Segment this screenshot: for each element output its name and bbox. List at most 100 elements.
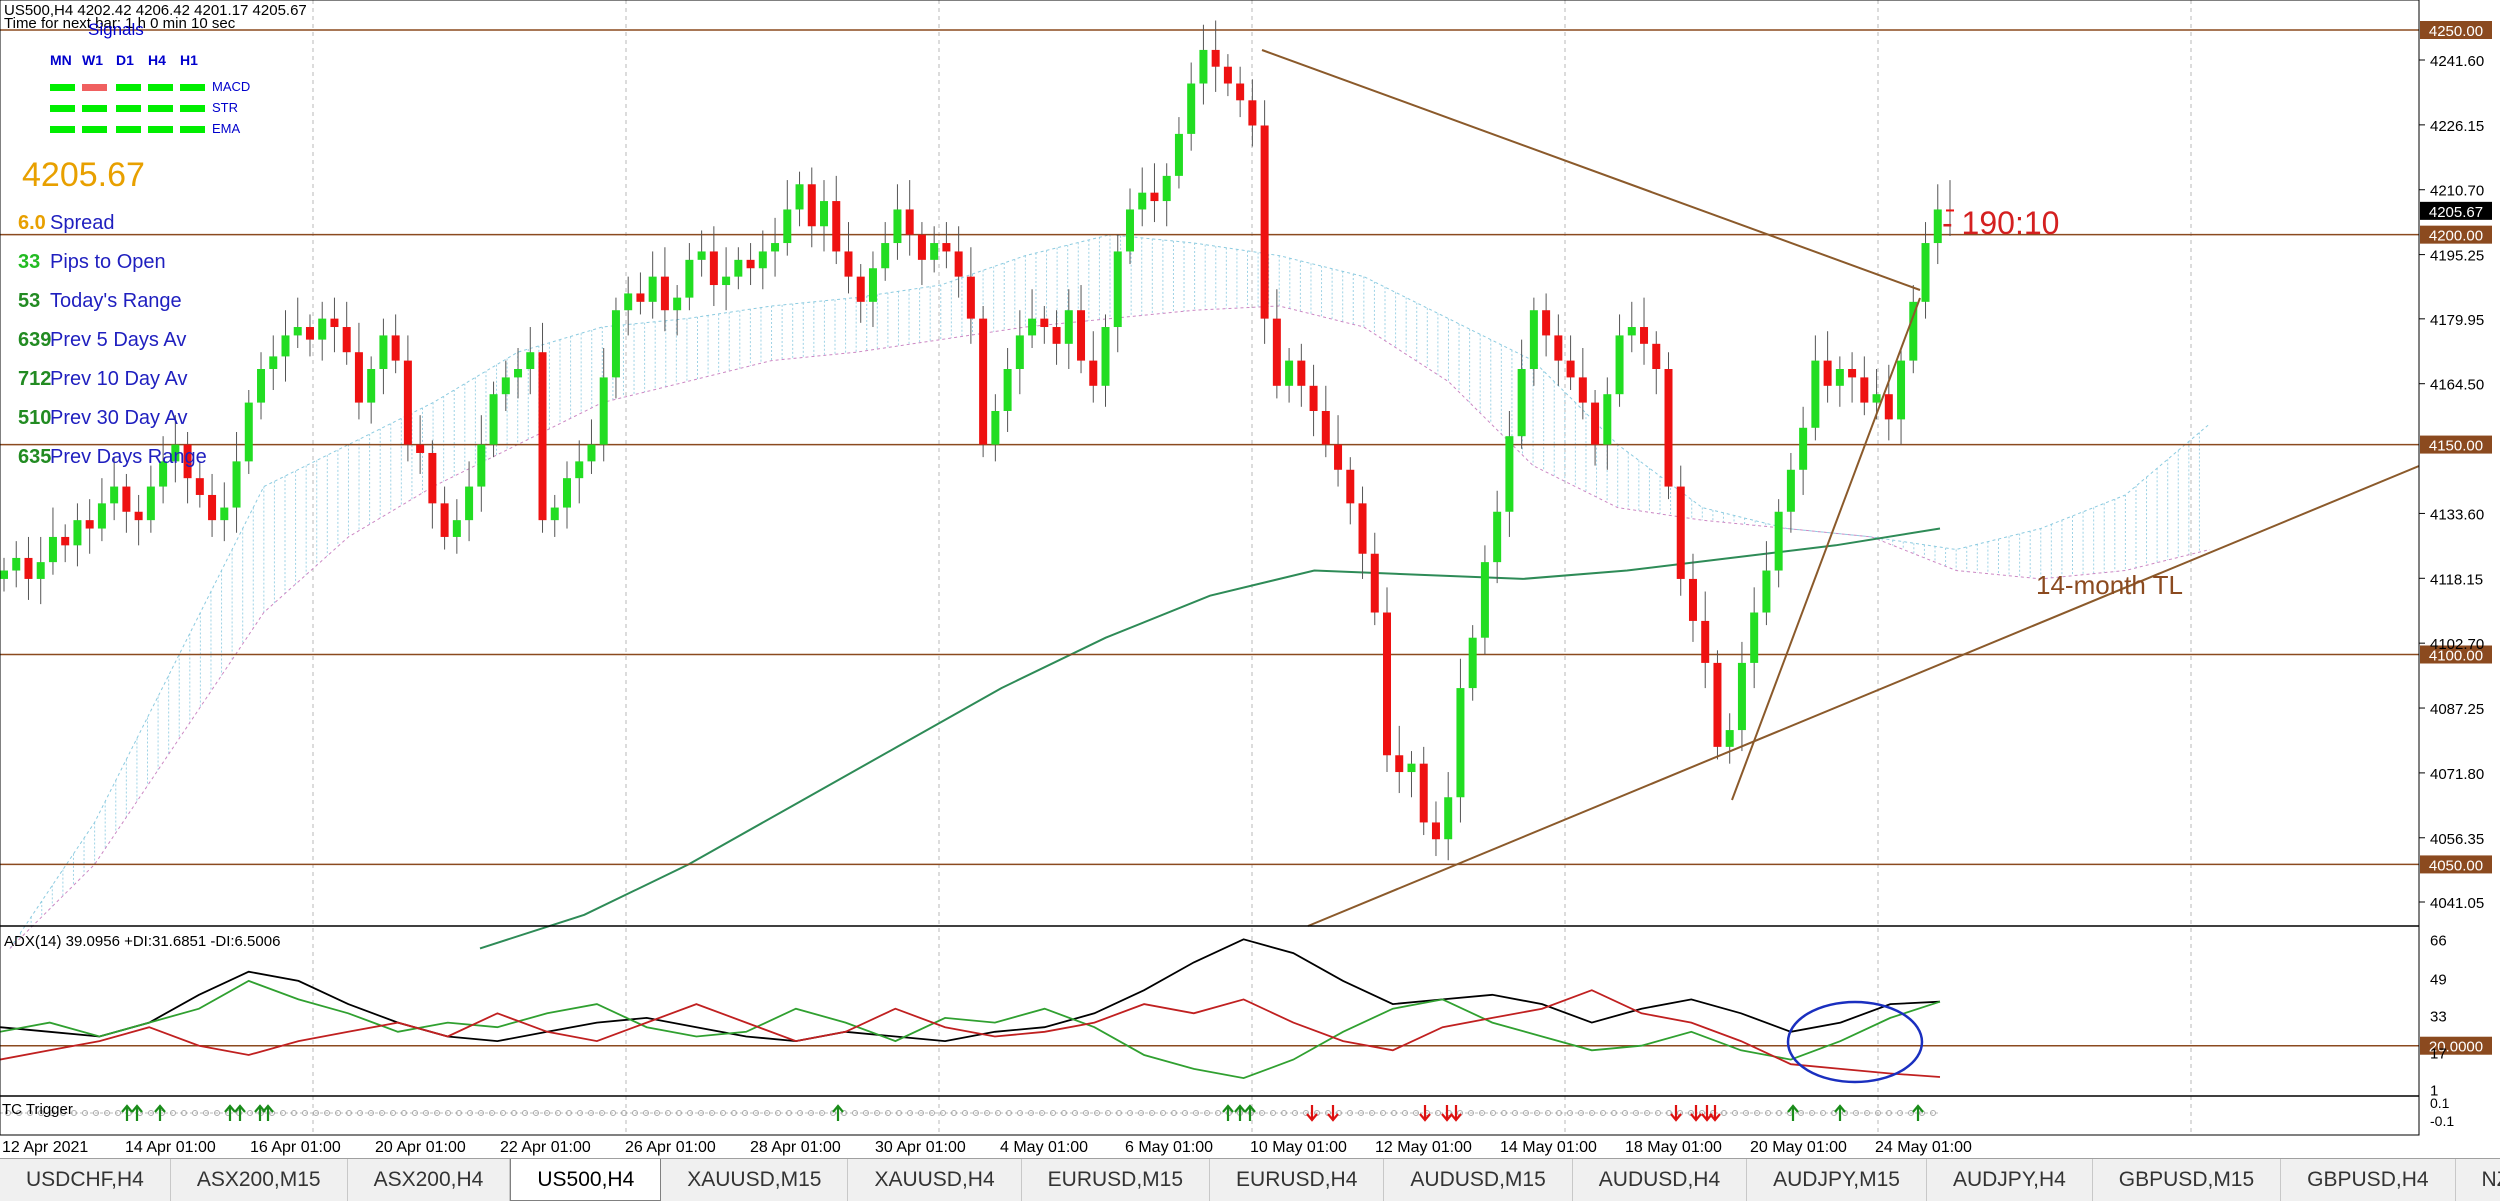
signal-cell — [50, 84, 75, 91]
price-tick-label: 4071.80 — [2430, 766, 2484, 783]
symbol-tab[interactable]: US500,H4 — [510, 1159, 662, 1201]
level-label-box — [2420, 855, 2492, 874]
trigger-dot — [995, 1110, 1001, 1116]
symbol-tab[interactable]: GBPUSD,M15 — [2093, 1159, 2282, 1201]
candle-up — [1174, 133, 1183, 176]
symbol-tab[interactable]: USDCHF,H4 — [0, 1159, 171, 1201]
trigger-up-arrow — [121, 1104, 133, 1121]
candle-up — [1015, 335, 1024, 370]
candle-up — [599, 377, 608, 445]
symbol-tab[interactable]: ASX200,H4 — [348, 1159, 511, 1201]
candle-up — [1028, 318, 1037, 336]
trigger-dot — [764, 1110, 770, 1116]
price-info-value: 6.0 — [18, 212, 46, 234]
trigger-dot — [1567, 1110, 1573, 1116]
trigger-dot — [60, 1110, 66, 1116]
ma-line — [479, 527, 1941, 950]
candle-up — [550, 507, 559, 521]
trigger-dot — [1633, 1110, 1639, 1116]
candle-up — [1909, 301, 1918, 361]
symbol-tab[interactable]: NZDUSD,M15 — [2456, 1159, 2500, 1201]
candle-up — [514, 369, 523, 378]
candle-down — [709, 251, 718, 286]
trigger-dot — [720, 1110, 726, 1116]
trigger-dot — [1666, 1110, 1672, 1116]
candle-up — [991, 410, 1000, 445]
time-label: 12 May 01:00 — [1375, 1139, 1472, 1156]
trigger-dot — [412, 1110, 418, 1116]
candle-down — [208, 494, 217, 521]
trigger-dot — [1765, 1110, 1771, 1116]
candle-down — [1040, 318, 1049, 328]
candle-up — [232, 461, 241, 508]
symbol-tab[interactable]: GBPUSD,H4 — [2281, 1159, 2456, 1201]
symbol-tab[interactable]: AUDUSD,H4 — [1573, 1159, 1748, 1201]
trendline — [1261, 49, 1921, 291]
trigger-dot — [522, 1110, 528, 1116]
candle-up — [562, 478, 571, 508]
signal-cell — [116, 126, 141, 133]
trigger-dot — [643, 1110, 649, 1116]
trigger-dot — [852, 1110, 858, 1116]
trigger-dot — [1479, 1110, 1485, 1116]
candle-up — [1750, 612, 1759, 663]
candle-up — [868, 268, 877, 302]
candle-up — [1529, 310, 1538, 370]
candle-up — [930, 243, 939, 260]
candle-down — [1223, 66, 1232, 84]
candle-down — [807, 184, 816, 227]
time-label: 18 May 01:00 — [1625, 1139, 1722, 1156]
price-tick-label: 4210.70 — [2430, 183, 2484, 200]
candle-down — [966, 276, 975, 319]
candle-up — [575, 461, 584, 479]
trigger-dot — [1182, 1110, 1188, 1116]
candle-up — [1872, 394, 1881, 403]
signal-timeframe: W1 — [82, 52, 103, 68]
adx-tick-label: 66 — [2430, 932, 2447, 949]
price-info-value: 712 — [18, 368, 52, 390]
trigger-dot — [665, 1110, 671, 1116]
candle-down — [416, 444, 425, 453]
candle-up — [12, 557, 21, 571]
candle-up — [648, 276, 657, 302]
trendline — [1307, 465, 2420, 927]
adx-series-di — [0, 989, 1941, 1078]
trigger-dot — [1072, 1110, 1078, 1116]
candle-down — [1272, 318, 1281, 386]
signal-cell — [116, 84, 141, 91]
trigger-dot — [1204, 1110, 1210, 1116]
price-info-label: Today's Range — [50, 290, 182, 312]
trigger-dot — [555, 1110, 561, 1116]
signal-cell — [82, 126, 107, 133]
symbol-tab[interactable]: AUDJPY,M15 — [1747, 1159, 1927, 1201]
candle-down — [85, 520, 94, 529]
trigger-tick-label: -0.1 — [2430, 1113, 2454, 1129]
candle-down — [183, 444, 192, 479]
signal-cell — [82, 105, 107, 112]
symbol-tab[interactable]: EURUSD,H4 — [1210, 1159, 1385, 1201]
candle-up — [293, 327, 302, 336]
symbol-tab[interactable]: XAUUSD,H4 — [848, 1159, 1022, 1201]
candle-up — [501, 377, 510, 395]
candle-down — [1554, 335, 1563, 361]
trigger-dot — [181, 1110, 187, 1116]
symbol-tab[interactable]: EURUSD,M15 — [1022, 1159, 1211, 1201]
adx-series-adx — [0, 938, 1941, 1043]
candle-up — [244, 402, 253, 462]
trigger-dot — [346, 1110, 352, 1116]
trigger-dot — [1743, 1110, 1749, 1116]
candle-down — [1150, 192, 1159, 202]
symbol-tab[interactable]: ASX200,M15 — [171, 1159, 348, 1201]
trigger-dot — [1138, 1110, 1144, 1116]
symbol-tab[interactable]: XAUUSD,M15 — [661, 1159, 849, 1201]
time-label: 28 Apr 01:00 — [750, 1139, 841, 1156]
candle-up — [257, 369, 266, 403]
trigger-dot — [588, 1110, 594, 1116]
symbol-tab[interactable]: AUDUSD,M15 — [1384, 1159, 1573, 1201]
trigger-dot — [16, 1110, 22, 1116]
symbol-tab[interactable]: AUDJPY,H4 — [1927, 1159, 2093, 1201]
candle-down — [195, 478, 204, 495]
candle-up — [367, 369, 376, 403]
candle-down — [1701, 620, 1710, 663]
